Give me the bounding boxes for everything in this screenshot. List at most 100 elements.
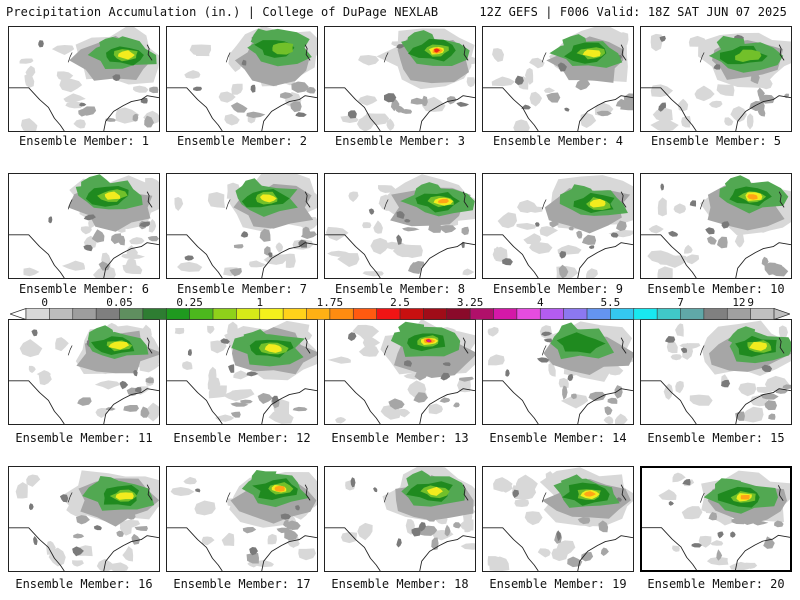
coastline-line: [577, 95, 633, 131]
coastline-line: [577, 242, 633, 278]
precip-area-light: [290, 101, 302, 113]
precip-area-trace: [325, 226, 349, 241]
precip-core-3: [747, 194, 758, 200]
ensemble-panel-6[interactable]: [8, 173, 160, 279]
ensemble-panel-18[interactable]: [324, 466, 476, 572]
ensemble-panel-12[interactable]: [166, 319, 318, 425]
state-boundary-line: [325, 87, 381, 131]
colorbar-swatch: [586, 308, 611, 320]
ensemble-panel-5[interactable]: [640, 26, 792, 132]
colorbar-tick-label: 12: [732, 296, 746, 309]
precip-area-trace: [19, 58, 34, 64]
coastline-line: [735, 534, 790, 570]
state-boundary-line: [778, 44, 785, 61]
colorbar-swatch: [189, 308, 214, 320]
precip-area-light: [558, 264, 569, 278]
ensemble-panel-15[interactable]: [640, 319, 792, 425]
ensemble-panel-9[interactable]: [482, 173, 634, 279]
precip-area-trace: [210, 340, 227, 354]
ensemble-panel-19[interactable]: [482, 466, 634, 572]
colorbar-swatch: [656, 308, 682, 320]
precip-area-light: [73, 533, 85, 539]
precip-area-trace: [657, 266, 673, 278]
precip-area-moderate: [135, 387, 142, 393]
precip-map: [9, 322, 159, 424]
precip-area-moderate: [556, 530, 562, 542]
river-line: [225, 52, 231, 63]
precip-area-moderate: [682, 478, 691, 486]
ensemble-panel-20[interactable]: [640, 466, 792, 572]
precip-area-light: [414, 367, 428, 381]
ensemble-panel-17[interactable]: [166, 466, 318, 572]
precip-area-light: [229, 267, 242, 277]
precip-area-trace: [174, 327, 185, 335]
precip-area-light: [284, 529, 299, 541]
precip-area-trace: [514, 499, 530, 508]
precip-area-trace: [685, 254, 700, 265]
precip-area-moderate: [557, 62, 567, 72]
precip-area-moderate: [29, 503, 34, 511]
precip-area-trace: [466, 77, 475, 88]
colorbar-swatch: [329, 308, 354, 320]
ensemble-panel-16[interactable]: [8, 466, 160, 572]
precip-area-light: [246, 111, 266, 118]
ensemble-panel-8[interactable]: [324, 173, 476, 279]
colorbar-swatch: [399, 308, 424, 320]
state-boundary-line: [146, 484, 153, 501]
precip-area-light: [292, 406, 308, 412]
ensemble-panel-3[interactable]: [324, 26, 476, 132]
ensemble-panel-2[interactable]: [166, 26, 318, 132]
precip-area-trace: [743, 562, 758, 569]
precip-area-trace: [48, 547, 66, 567]
precip-area-moderate: [660, 183, 665, 191]
colorbar: [10, 308, 790, 320]
precip-area-light: [426, 513, 437, 522]
precip-area-trace: [492, 246, 502, 261]
state-boundary-line: [167, 380, 223, 424]
precip-area-trace: [670, 354, 682, 361]
precip-area-trace: [357, 95, 378, 106]
state-boundary-line: [325, 234, 381, 278]
ensemble-panel-4[interactable]: [482, 26, 634, 132]
state-boundary-line: [304, 484, 311, 501]
precip-area-trace: [742, 406, 764, 423]
precip-area-trace: [80, 226, 92, 235]
ensemble-panel-10[interactable]: [640, 173, 792, 279]
precip-area-trace: [487, 328, 499, 337]
precip-area-trace: [51, 44, 75, 56]
precip-core-1: [735, 49, 762, 63]
colorbar-swatch: [633, 308, 658, 320]
ensemble-member-label: Ensemble Member: 17: [173, 577, 311, 591]
precip-area-light: [444, 524, 451, 537]
precip-area-trace: [709, 540, 724, 546]
precip-area-moderate: [295, 112, 307, 117]
precip-area-moderate: [564, 107, 570, 112]
precip-area-moderate: [418, 521, 426, 532]
coastline-line: [419, 535, 475, 571]
state-boundary-line: [304, 191, 311, 208]
precip-area-light: [439, 397, 451, 403]
ensemble-panel-13[interactable]: [324, 319, 476, 425]
state-boundary-line: [483, 234, 539, 278]
coastline-line: [577, 535, 633, 571]
precip-area-moderate: [184, 255, 195, 261]
precip-area-trace: [556, 540, 576, 557]
precip-area-light: [110, 233, 122, 245]
precip-area-trace: [523, 233, 542, 245]
precip-area-moderate: [350, 477, 356, 488]
precip-area-light: [98, 261, 110, 271]
precip-area-trace: [657, 197, 667, 217]
ensemble-panel-11[interactable]: [8, 319, 160, 425]
ensemble-panel-1[interactable]: [8, 26, 160, 132]
river-line: [383, 199, 389, 210]
ensemble-panel-7[interactable]: [166, 173, 318, 279]
precip-area-light: [145, 377, 154, 384]
precip-area-light: [757, 87, 765, 100]
ensemble-panel-14[interactable]: [482, 319, 634, 425]
precip-area-light: [439, 225, 457, 234]
state-boundary-line: [462, 484, 469, 501]
precip-area-trace: [681, 506, 703, 520]
precip-area-moderate: [680, 347, 688, 354]
precip-area-moderate: [228, 364, 235, 373]
state-boundary-line: [167, 234, 223, 278]
